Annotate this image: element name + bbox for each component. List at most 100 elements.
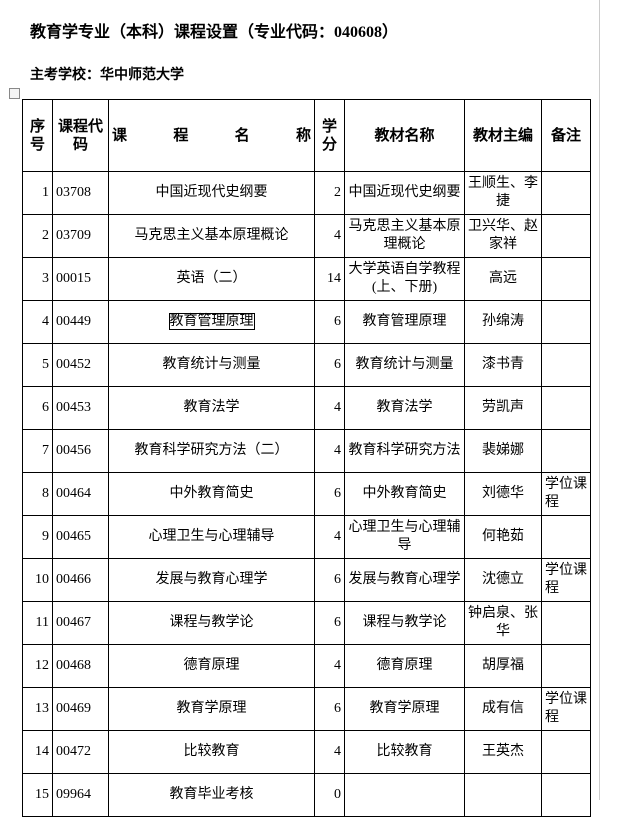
table-cell: [541, 343, 591, 387]
table-cell: 学位课程: [541, 687, 591, 731]
table-cell: 03709: [52, 214, 109, 258]
table-cell: [541, 171, 591, 215]
table-cell: 4: [314, 515, 345, 559]
table-cell: 沈德立: [464, 558, 542, 602]
table-cell: 7: [22, 429, 53, 473]
table-cell: 教育统计与测量: [344, 343, 465, 387]
table-cell: 孙绵涛: [464, 300, 542, 344]
table-row: 6 00453 教育法学 4 教育法学 劳凯声: [22, 386, 591, 430]
table-cell: 13: [22, 687, 53, 731]
table-cell: 4: [314, 386, 345, 430]
table-row: 15 09964 教育毕业考核 0: [22, 773, 591, 817]
table-cell: 14: [314, 257, 345, 301]
table-cell: 6: [314, 343, 345, 387]
table-cell: 00466: [52, 558, 109, 602]
table-cell: 大学英语自学教程(上、下册): [344, 257, 465, 301]
table-body: 1 03708 中国近现代史纲要 2 中国近现代史纲要 王顺生、李 捷 2 03709 马克思主…: [22, 171, 591, 817]
table-cell: 6: [314, 300, 345, 344]
table-cell: 王英杰: [464, 730, 542, 774]
table-cell: 00467: [52, 601, 109, 645]
table-cell: 00472: [52, 730, 109, 774]
table-cell: 心理卫生与心理辅导: [108, 515, 315, 559]
table-cell: 教育科学研究方法（二）: [108, 429, 315, 473]
table-cell: [464, 773, 542, 817]
table-row: 1 03708 中国近现代史纲要 2 中国近现代史纲要 王顺生、李 捷: [22, 171, 591, 215]
header-row: 序号 课程代码课 程 名 称学分 教材名称 教材主编 备注: [22, 99, 591, 172]
table-cell: 00015: [52, 257, 109, 301]
page: {"header": {"title": "教育学专业（本科）课程设置（专业代码…: [9, 0, 600, 817]
table-row: 13 00469 教育学原理 6 教育学原理 成有信 学位课程: [22, 687, 591, 731]
table-row: 14 00472 比较教育 4 比较教育 王英杰: [22, 730, 591, 774]
table-cell: 漆书青: [464, 343, 542, 387]
table-cell: 5: [22, 343, 53, 387]
table-cell: 何艳茹: [464, 515, 542, 559]
table-row: 8 00464 中外教育简史 6 中外教育简史 刘德华 学位课程: [22, 472, 591, 516]
table-cell: 4: [314, 429, 345, 473]
table-cell: 4: [314, 214, 345, 258]
table-cell: 6: [314, 558, 345, 602]
table-cell: 10: [22, 558, 53, 602]
table-cell: 中外教育简史: [344, 472, 465, 516]
column-header: 课 程 名 称: [108, 99, 315, 172]
table-cell: 课程与教学论: [108, 601, 315, 645]
table-cell: 比较教育: [344, 730, 465, 774]
table-row: 11 00467 课程与教学论 6 课程与教学论 钟启泉、张华: [22, 601, 591, 645]
table-cell: [541, 773, 591, 817]
table-cell: 00464: [52, 472, 109, 516]
table-cell: 卫兴华、赵家祥: [464, 214, 542, 258]
table-row: 7 00456 教育科学研究方法（二） 4 教育科学研究方法 裴娣娜: [22, 429, 591, 473]
table-cell: 00453: [52, 386, 109, 430]
table-handle[interactable]: [9, 88, 20, 99]
table-cell: 王顺生、李 捷: [464, 171, 542, 215]
table-cell: [541, 214, 591, 258]
table-cell: 中外教育简史: [108, 472, 315, 516]
table-cell: 比较教育: [108, 730, 315, 774]
table-row: 5 00452 教育统计与测量 6 教育统计与测量 漆书青: [22, 343, 591, 387]
table-cell: 9: [22, 515, 53, 559]
table-cell: 03708: [52, 171, 109, 215]
table-cell: 0: [314, 773, 345, 817]
table-cell: 教育管理原理: [108, 300, 315, 344]
table-cell: [541, 601, 591, 645]
table-cell: [541, 515, 591, 559]
table-cell: 2: [314, 171, 345, 215]
table-cell: [541, 730, 591, 774]
table-cell: 刘德华: [464, 472, 542, 516]
table-cell: [541, 257, 591, 301]
table-cell: 发展与教育心理学: [344, 558, 465, 602]
column-header: 序号: [22, 99, 53, 172]
column-header: 备注: [541, 99, 591, 172]
table-cell: 4: [22, 300, 53, 344]
table-row: 9 00465 心理卫生与心理辅导 4 心理卫生与心理辅导 何艳茹: [22, 515, 591, 559]
table-row: 10 00466 发展与教育心理学 6 发展与教育心理学 沈德立 学位课程: [22, 558, 591, 602]
table-cell: 1: [22, 171, 53, 215]
table-cell: 教育学原理: [108, 687, 315, 731]
table-cell: 6: [314, 601, 345, 645]
table-cell: 成有信: [464, 687, 542, 731]
table-cell: 教育法学: [344, 386, 465, 430]
table-cell: 马克思主义基本原理概论: [108, 214, 315, 258]
table-cell: 6: [22, 386, 53, 430]
table-cell: 2: [22, 214, 53, 258]
table-row: 3 00015 英语（二） 14 大学英语自学教程(上、下册) 高远: [22, 257, 591, 301]
table-cell: 教育统计与测量: [108, 343, 315, 387]
table-cell: 教育管理原理: [344, 300, 465, 344]
table-cell: [344, 773, 465, 817]
column-header: 课程代码: [52, 99, 109, 172]
table-cell: 学位课程: [541, 558, 591, 602]
doc-title: 教育学专业（本科）课程设置（专业代码：040608）: [30, 24, 399, 41]
table-cell: 3: [22, 257, 53, 301]
table-cell: 教育科学研究方法: [344, 429, 465, 473]
table-cell: 马克思主义基本原理概论: [344, 214, 465, 258]
table-cell: 钟启泉、张华: [464, 601, 542, 645]
table-cell: 12: [22, 644, 53, 688]
table-cell: 00468: [52, 644, 109, 688]
table-cell: 裴娣娜: [464, 429, 542, 473]
table-cell: 教育学原理: [344, 687, 465, 731]
table-cell: 00469: [52, 687, 109, 731]
table-cell: [541, 429, 591, 473]
table-cell: [541, 386, 591, 430]
table-cell: 课程与教学论: [344, 601, 465, 645]
table-cell: 8: [22, 472, 53, 516]
selected-text: 教育管理原理: [168, 313, 255, 330]
